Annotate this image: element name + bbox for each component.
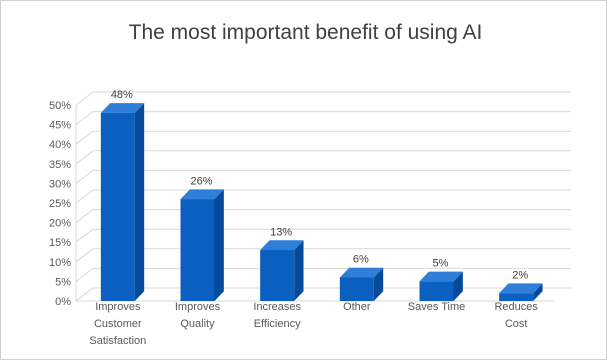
- category-label-line: Saves Time: [408, 301, 465, 313]
- y-tick-label: 40%: [49, 139, 71, 151]
- bar-top: [260, 240, 304, 251]
- category-label: Saves Time: [408, 301, 465, 313]
- bar-side: [214, 189, 224, 301]
- bar: [419, 271, 463, 301]
- y-tick-label: 20%: [49, 218, 71, 230]
- category-label: Reduces Cost: [494, 301, 538, 330]
- bar-top: [180, 189, 224, 200]
- gridline-wall: [75, 248, 94, 263]
- gridline-wall: [75, 189, 94, 204]
- chart-title: The most important benefit of using AI: [128, 21, 483, 44]
- bar: [260, 240, 304, 301]
- bar-side: [533, 283, 543, 301]
- gridline-wall: [75, 130, 94, 145]
- y-tick-label: 30%: [49, 178, 71, 190]
- category-label-line: Reduces: [494, 301, 538, 313]
- bar-front: [260, 250, 295, 301]
- data-label: 26%: [190, 175, 212, 187]
- bar: [499, 283, 543, 301]
- category-label-line: Efficiency: [254, 318, 301, 330]
- y-tick-label: 15%: [49, 237, 71, 249]
- bar: [180, 189, 224, 301]
- gridline-wall: [75, 287, 94, 302]
- category-label-line: Improves: [175, 301, 221, 313]
- bar-front: [419, 281, 454, 301]
- category-label-line: Quality: [180, 318, 215, 330]
- category-label-line: Satisfaction: [89, 335, 146, 347]
- gridline-wall: [75, 111, 94, 125]
- category-label-line: Cost: [505, 318, 528, 330]
- y-tick-label: 5%: [55, 276, 71, 288]
- category-label-line: Improves: [95, 301, 141, 313]
- bar: [100, 103, 145, 301]
- bar-front: [499, 293, 534, 301]
- bar-front: [339, 277, 374, 301]
- y-tick-label: 35%: [49, 159, 71, 171]
- category-label-line: Increases: [253, 301, 301, 313]
- bar-side: [134, 103, 145, 301]
- y-tick-label: 50%: [49, 100, 71, 112]
- bar-front: [100, 112, 135, 301]
- category-label: Increases Efficiency: [253, 301, 301, 330]
- gridline-wall: [75, 170, 94, 184]
- gridline-wall: [75, 268, 94, 282]
- data-label: 2%: [512, 269, 528, 281]
- bar: [339, 267, 384, 301]
- bar-top: [419, 271, 463, 282]
- bar-side: [453, 271, 463, 301]
- gridline-wall: [75, 228, 94, 243]
- bar-front: [180, 199, 215, 301]
- data-label: 48%: [111, 89, 133, 101]
- gridline-wall: [75, 209, 94, 223]
- bar-side: [294, 240, 304, 301]
- category-label: Improves Customer Satisfaction: [89, 301, 146, 347]
- y-tick-label: 25%: [49, 198, 71, 210]
- y-tick-label: 0%: [55, 296, 71, 308]
- y-axis: 0% 5% 10% 15% 20% 25% 30% 35% 40% 45% 50%: [49, 100, 71, 308]
- bar-top: [100, 103, 145, 113]
- bars: [100, 103, 543, 301]
- x-axis-categories: Improves Customer Satisfaction Improves Qual…: [89, 301, 538, 347]
- data-label: 13%: [270, 226, 292, 238]
- gridline-wall: [75, 91, 94, 106]
- data-label: 5%: [433, 258, 449, 270]
- data-labels: 48% 26% 13% 6% 5% 2%: [111, 89, 529, 281]
- bar-top: [499, 283, 543, 294]
- y-tick-label: 10%: [49, 257, 71, 269]
- data-label: 6%: [353, 254, 369, 266]
- category-label-line: Customer: [94, 318, 142, 330]
- gridlines: [75, 91, 571, 302]
- category-label: Improves Quality: [175, 301, 221, 330]
- gridline-wall: [75, 150, 94, 165]
- bar-top: [339, 267, 384, 278]
- category-label: Other: [343, 301, 371, 313]
- y-tick-label: 45%: [49, 120, 71, 132]
- bar-side: [373, 267, 384, 301]
- category-label-line: Other: [343, 301, 371, 313]
